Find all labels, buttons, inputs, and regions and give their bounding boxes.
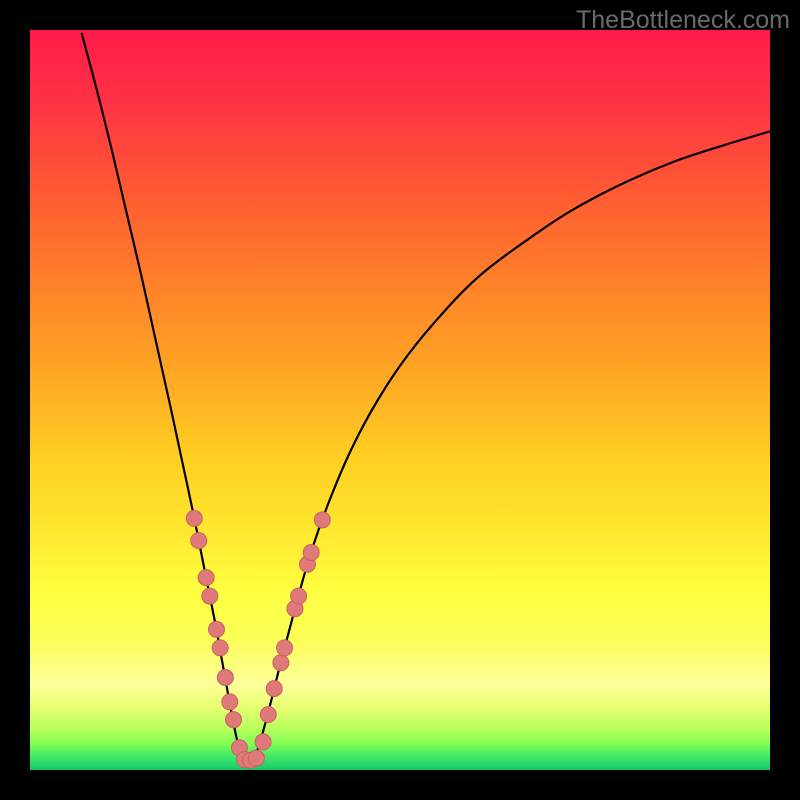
data-marker xyxy=(277,640,293,656)
data-marker xyxy=(198,570,214,586)
data-marker xyxy=(191,533,207,549)
data-marker xyxy=(222,694,238,710)
data-marker xyxy=(314,512,330,528)
chart-container: TheBottleneck.com xyxy=(0,0,800,800)
data-marker xyxy=(248,750,264,766)
data-marker xyxy=(273,655,289,671)
data-marker xyxy=(186,510,202,526)
data-marker xyxy=(202,588,218,604)
data-marker xyxy=(266,681,282,697)
data-marker xyxy=(217,670,233,686)
chart-svg xyxy=(30,30,770,770)
plot-area xyxy=(30,30,770,770)
watermark-text: TheBottleneck.com xyxy=(576,6,790,35)
data-marker xyxy=(291,588,307,604)
data-marker xyxy=(255,734,271,750)
gradient-background xyxy=(30,30,770,770)
data-marker xyxy=(208,621,224,637)
data-marker xyxy=(303,544,319,560)
data-marker xyxy=(212,640,228,656)
data-marker xyxy=(260,707,276,723)
data-marker xyxy=(226,712,242,728)
